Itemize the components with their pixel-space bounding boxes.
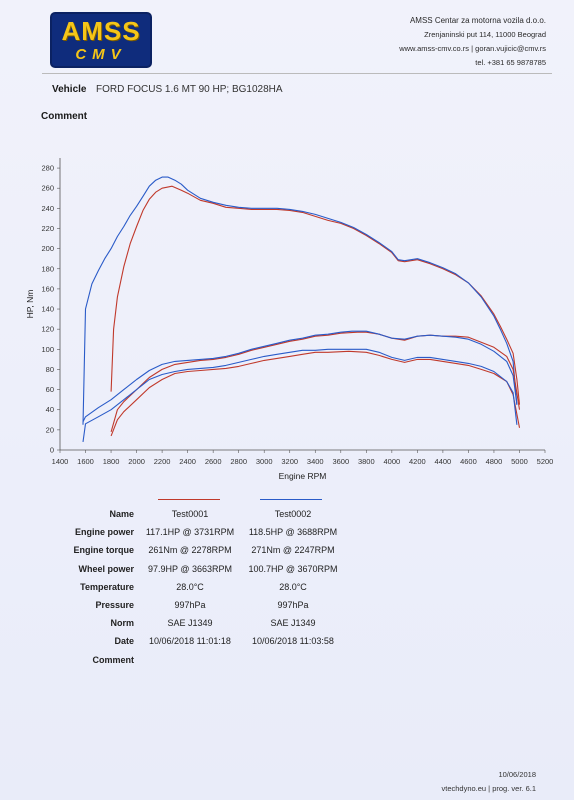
amss-cmv-logo: AMSS CMV xyxy=(52,14,150,66)
results-row: Comment xyxy=(0,653,574,667)
x-tick-label: 2400 xyxy=(179,457,196,466)
x-tick-label: 1400 xyxy=(52,457,69,466)
x-tick-label: 2000 xyxy=(128,457,145,466)
x-tick-label: 4000 xyxy=(383,457,400,466)
x-tick-label: 3800 xyxy=(358,457,375,466)
results-row: Temperature 28.0°C 28.0°C xyxy=(0,580,574,594)
legend-line-test0002 xyxy=(260,499,322,500)
x-tick-label: 5000 xyxy=(511,457,528,466)
y-axis-title: HP, Nm xyxy=(25,290,35,319)
x-axis-title: Engine RPM xyxy=(279,471,327,481)
company-info: AMSS Centar za motorna vozila d.o.o. Zre… xyxy=(286,14,546,70)
y-tick-label: 220 xyxy=(41,224,54,233)
vehicle-value: FORD FOCUS 1.6 MT 90 HP; BG1028HA xyxy=(96,84,283,95)
results-value-v1: 997hPa xyxy=(174,600,206,610)
series-line-test0002-torque xyxy=(82,176,518,425)
x-tick-label: 2600 xyxy=(205,457,222,466)
y-tick-label: 0 xyxy=(50,446,54,455)
series-line-test0002-wheel-power xyxy=(82,348,518,442)
results-value-v1: Test0001 xyxy=(171,509,209,519)
x-tick-label: 3200 xyxy=(281,457,298,466)
company-address: Zrenjaninski put 114, 11000 Beograd xyxy=(424,30,546,39)
results-value-v2: 997hPa xyxy=(277,600,309,610)
results-row-label: Norm xyxy=(110,618,134,629)
series-line-test0001-engine-power xyxy=(110,331,521,433)
results-row-label: Engine power xyxy=(74,527,134,538)
y-tick-label: 40 xyxy=(46,405,54,414)
results-row: Wheel power 97.9HP @ 3663RPM 100.7HP @ 367… xyxy=(0,562,574,576)
x-tick-label: 3600 xyxy=(332,457,349,466)
results-row-label: Temperature xyxy=(80,581,134,592)
results-value-v1: 261Nm @ 2278RPM xyxy=(148,545,232,556)
x-tick-label: 2800 xyxy=(230,457,247,466)
series-line-test0002-engine-power xyxy=(82,330,518,423)
results-row: Norm SAE J1349 SAE J1349 xyxy=(0,616,574,630)
vehicle-label: Vehicle xyxy=(52,84,87,95)
x-tick-label: 3000 xyxy=(256,457,273,466)
results-value-v2: 271Nm @ 2247RPM xyxy=(251,545,335,556)
y-tick-label: 160 xyxy=(41,284,54,293)
results-value-v1: 28.0°C xyxy=(176,581,204,592)
y-tick-label: 20 xyxy=(46,425,54,434)
results-value-v2: 28.0°C xyxy=(279,581,307,592)
x-tick-label: 4400 xyxy=(435,457,452,466)
x-tick-label: 2200 xyxy=(154,457,171,466)
company-name: AMSS Centar za motorna vozila d.o.o. xyxy=(409,16,546,25)
results-value-v2: 118.5HP @ 3688RPM xyxy=(248,527,338,538)
results-row-label: Date xyxy=(114,636,134,647)
logo-amss-text: AMSS xyxy=(61,16,141,46)
footer-program: vtechdyno.eu | prog. ver. 6.1 xyxy=(441,784,536,793)
results-row: Pressure 997hPa 997hPa xyxy=(0,598,574,612)
y-tick-label: 240 xyxy=(41,204,54,213)
logo-cmv-text: CMV xyxy=(75,46,127,63)
results-value-v1: 10/06/2018 11:01:18 xyxy=(149,636,231,647)
x-tick-label: 1800 xyxy=(103,457,120,466)
results-row: Engine torque 261Nm @ 2278RPM 271Nm @ 2247… xyxy=(0,543,574,557)
y-tick-label: 140 xyxy=(41,305,54,314)
results-row: Date 10/06/2018 11:01:18 10/06/2018 11:03:… xyxy=(0,634,574,648)
company-web-email: www.amss-cmv.co.rs | goran.vujicic@cmv.r… xyxy=(399,44,546,53)
company-phone: tel. +381 65 9878785 xyxy=(475,58,546,67)
results-value-v1: SAE J1349 xyxy=(167,618,213,629)
legend-line-test0001 xyxy=(158,499,220,500)
results-row-label: Comment xyxy=(92,654,134,665)
results-row-label: Wheel power xyxy=(78,563,134,574)
header-divider xyxy=(42,73,552,74)
footer-date: 10/06/2018 xyxy=(498,770,536,779)
x-tick-label: 1600 xyxy=(77,457,94,466)
results-row-label: Engine torque xyxy=(73,545,135,556)
x-tick-label: 3400 xyxy=(307,457,324,466)
y-tick-label: 260 xyxy=(41,184,54,193)
results-row-label: Pressure xyxy=(95,600,134,610)
y-tick-label: 60 xyxy=(46,385,54,394)
y-tick-label: 80 xyxy=(46,365,54,374)
results-row: Engine power 117.1HP @ 3731RPM 118.5HP @ 3… xyxy=(0,525,574,539)
results-value-v1: 97.9HP @ 3663RPM xyxy=(147,563,232,574)
x-tick-label: 5200 xyxy=(537,457,554,466)
results-value-v2: Test0002 xyxy=(274,509,312,519)
x-tick-label: 4800 xyxy=(486,457,503,466)
results-row: Name Test0001 Test0002 xyxy=(0,507,574,521)
comment-label: Comment xyxy=(41,111,88,122)
x-tick-label: 4200 xyxy=(409,457,426,466)
y-tick-label: 100 xyxy=(41,345,54,354)
y-tick-label: 280 xyxy=(41,164,54,173)
results-row-label: Name xyxy=(109,509,134,519)
results-value-v1: 117.1HP @ 3731RPM xyxy=(145,527,235,538)
results-value-v2: 10/06/2018 11:03:58 xyxy=(252,636,334,647)
results-value-v2: SAE J1349 xyxy=(270,618,316,629)
results-value-v2: 100.7HP @ 3670RPM xyxy=(248,563,338,574)
y-tick-label: 180 xyxy=(41,264,54,273)
x-tick-label: 4600 xyxy=(460,457,477,466)
y-tick-label: 200 xyxy=(41,244,54,253)
y-tick-label: 120 xyxy=(41,325,54,334)
series-line-test0001-wheel-power xyxy=(110,350,521,437)
